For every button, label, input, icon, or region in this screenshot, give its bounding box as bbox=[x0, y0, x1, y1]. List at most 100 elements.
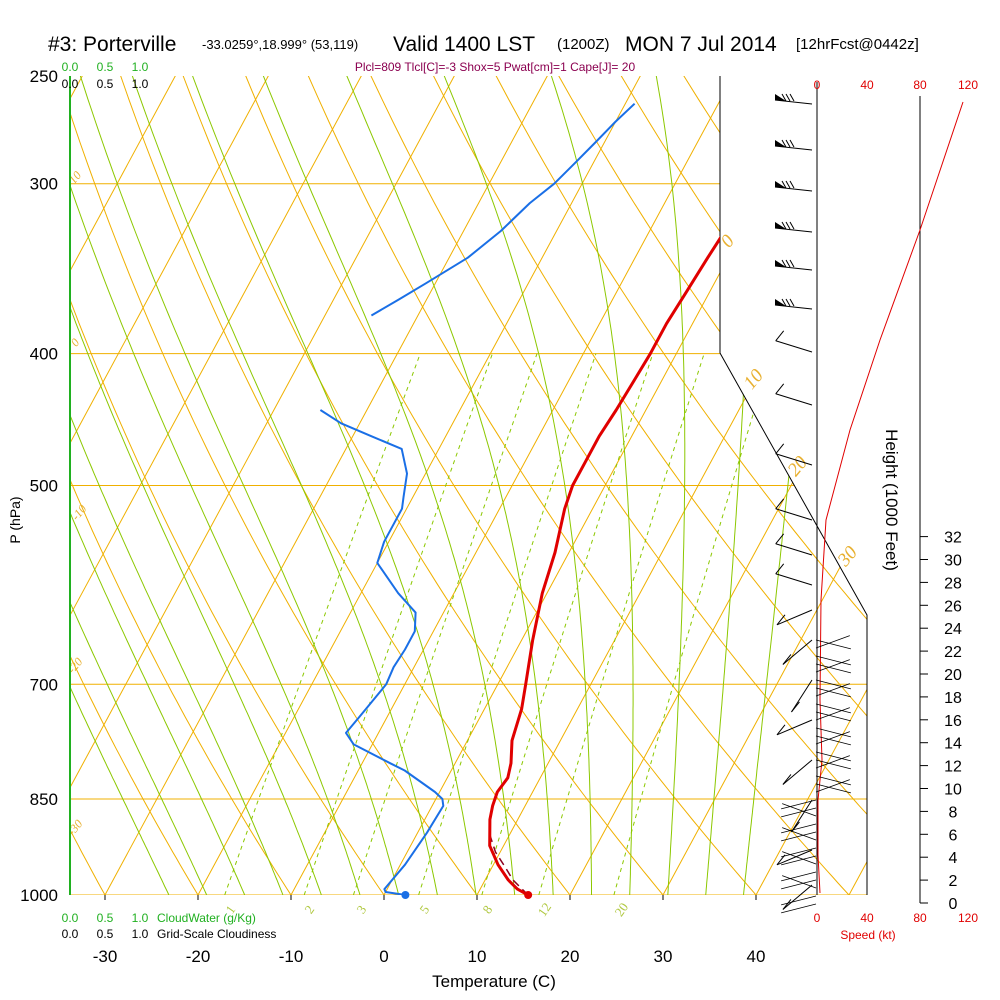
wind-barb-feather bbox=[782, 899, 792, 910]
wind-barb bbox=[782, 851, 817, 865]
wind-barb bbox=[815, 703, 851, 714]
mixing-ratio-line bbox=[481, 353, 654, 895]
x-tick-label: 20 bbox=[561, 947, 580, 966]
wind-barb bbox=[815, 759, 851, 770]
moist-adiabat-line bbox=[70, 76, 221, 895]
wind-barb bbox=[781, 847, 817, 858]
dewpoint-trace-upper bbox=[370, 102, 636, 317]
wind-barb bbox=[815, 775, 851, 786]
wind-barb-feather bbox=[785, 259, 791, 268]
mixing-ratio-line bbox=[418, 353, 597, 895]
wind-barb bbox=[815, 783, 851, 794]
cloudiness-tick-top: 0.0 bbox=[62, 77, 79, 91]
wind-barb-shaft bbox=[774, 145, 813, 151]
wind-barb-feather bbox=[781, 180, 787, 189]
moist-adiabat-line bbox=[70, 76, 369, 895]
wind-barb-shaft bbox=[815, 687, 851, 698]
height-tick-label: 18 bbox=[944, 690, 962, 707]
height-tick-label: 14 bbox=[944, 736, 962, 753]
wind-barb-feather bbox=[781, 298, 787, 307]
moist-adiabat-line bbox=[70, 76, 295, 895]
speed-tick-top: 40 bbox=[860, 78, 874, 92]
wind-barb-shaft bbox=[781, 879, 817, 890]
wind-barb bbox=[774, 259, 813, 271]
wind-barb bbox=[815, 687, 851, 698]
x-tick-label: 0 bbox=[379, 947, 388, 966]
mixing-ratio-label: 5 bbox=[416, 902, 432, 916]
isotherm-line bbox=[926, 0, 1000, 924]
cloud-water-tick-bottom: 0.0 bbox=[62, 911, 79, 925]
wind-barb-shaft bbox=[775, 508, 813, 521]
mixing-ratio-label: 12 bbox=[534, 900, 554, 919]
height-tick-label: 2 bbox=[949, 873, 958, 890]
height-tick-label: 0 bbox=[949, 896, 958, 913]
speed-tick-top: 80 bbox=[913, 78, 927, 92]
wind-barb bbox=[815, 735, 851, 746]
wind-barb bbox=[791, 799, 813, 833]
wind-barb-flag bbox=[775, 181, 786, 188]
surface-dewpoint-dot bbox=[401, 891, 410, 899]
surface-temperature-dot bbox=[524, 891, 533, 899]
cloudiness-axis-label: Grid-Scale Cloudiness bbox=[157, 927, 276, 941]
isotherm-label: 10 bbox=[740, 365, 769, 393]
mixing-ratio-line bbox=[224, 353, 421, 895]
cloud-water-tick-top: 1.0 bbox=[132, 60, 149, 74]
wind-barb bbox=[782, 875, 817, 889]
wind-barb-feather bbox=[789, 221, 795, 230]
wind-barb-feather bbox=[775, 563, 785, 575]
dry-adiabat-line bbox=[70, 76, 122, 895]
dry-adiabat-line bbox=[0, 0, 27, 924]
wind-barb-shaft bbox=[815, 659, 850, 673]
isotherm-label: -30 bbox=[64, 817, 85, 838]
wind-barb bbox=[782, 759, 813, 785]
wind-barb-feather bbox=[781, 139, 787, 148]
mixing-ratio-line bbox=[303, 353, 493, 895]
dry-adiabat-line bbox=[841, 76, 867, 895]
wind-barb bbox=[781, 831, 817, 842]
isotherm-line bbox=[70, 76, 526, 895]
isotherm-line bbox=[70, 76, 340, 895]
moist-adiabat-line bbox=[146, 76, 481, 895]
wind-barb-shaft bbox=[815, 711, 851, 722]
wind-barb bbox=[774, 298, 813, 310]
moist-adiabat-line bbox=[70, 76, 332, 895]
wind-barb bbox=[782, 827, 817, 841]
wind-barb-feather bbox=[785, 221, 791, 230]
wind-barb-shaft bbox=[815, 655, 851, 666]
wind-barb-shaft bbox=[782, 803, 817, 817]
cloud-water-tick-bottom: 1.0 bbox=[132, 911, 149, 925]
wind-barb-shaft bbox=[781, 903, 817, 914]
pressure-tick-label: 1000 bbox=[20, 886, 58, 905]
height-axis-label: Height (1000 Feet) bbox=[882, 429, 901, 571]
pressure-tick-label: 500 bbox=[30, 477, 58, 496]
isotherm-line bbox=[646, 76, 867, 895]
wind-barb-feather bbox=[781, 221, 787, 230]
chart-title-station: #3: Porterville bbox=[48, 33, 176, 56]
wind-barb bbox=[774, 180, 813, 192]
wind-barb bbox=[775, 330, 813, 353]
height-tick-label: 30 bbox=[944, 553, 962, 570]
wind-barb bbox=[815, 707, 850, 721]
wind-barb-feather bbox=[775, 533, 785, 545]
wind-barb-shaft bbox=[815, 783, 851, 794]
wind-barb-shaft bbox=[815, 775, 851, 786]
wind-barb-shaft bbox=[815, 735, 851, 746]
height-tick-label: 8 bbox=[949, 804, 958, 821]
wind-barb-shaft bbox=[774, 99, 813, 105]
wind-barb bbox=[781, 879, 817, 890]
wind-barb-shaft bbox=[781, 895, 817, 906]
height-tick-label: 10 bbox=[944, 782, 962, 799]
indices-line: Plcl=809 Tlcl[C]=-3 Shox=5 Pwat[cm]=1 Ca… bbox=[355, 60, 636, 74]
wind-barb bbox=[775, 563, 813, 586]
wind-barb bbox=[815, 727, 851, 738]
wind-barb-feather bbox=[775, 498, 785, 510]
wind-barb-shaft bbox=[775, 340, 813, 353]
dry-adiabat-line bbox=[547, 76, 867, 895]
dry-adiabat-line bbox=[312, 76, 867, 895]
cloudiness-tick-bottom: 0.5 bbox=[97, 927, 114, 941]
moist-adiabat-line bbox=[70, 76, 407, 895]
wind-barb-shaft bbox=[815, 663, 851, 674]
pressure-tick-label: 700 bbox=[30, 675, 58, 694]
wind-barb-shaft bbox=[781, 799, 817, 810]
